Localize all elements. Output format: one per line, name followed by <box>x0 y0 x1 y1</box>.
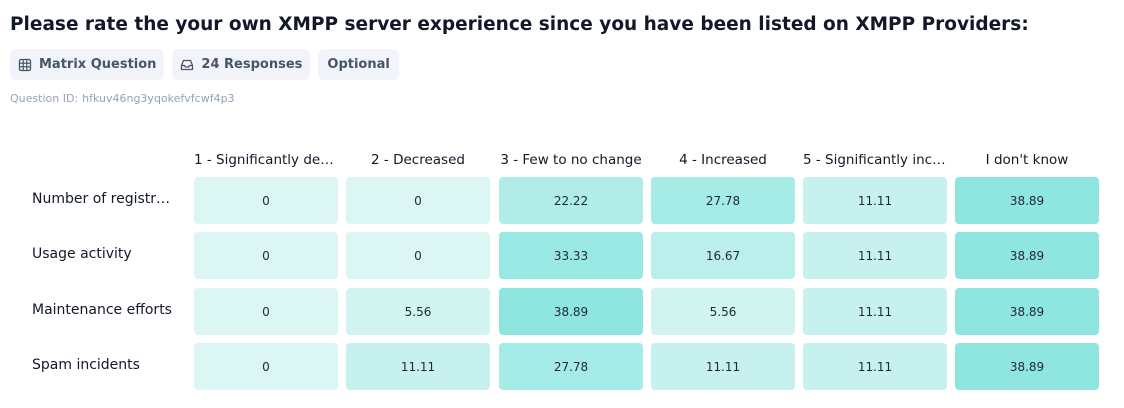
optional-label: Optional <box>327 57 390 72</box>
matrix-cell: 0 <box>346 232 490 279</box>
matrix-question-label: Matrix Question <box>39 57 157 72</box>
matrix-cell: 0 <box>194 343 338 390</box>
question-title: Please rate the your own XMPP server exp… <box>10 14 1029 35</box>
question-badges: Matrix Question 24 Responses Optional <box>10 49 399 80</box>
row-label: Spam incidents <box>32 357 140 373</box>
matrix-cell: 11.11 <box>803 177 947 224</box>
matrix-cell: 11.11 <box>651 343 795 390</box>
matrix-cell: 38.89 <box>955 232 1099 279</box>
matrix-cell: 38.89 <box>955 343 1099 390</box>
column-header: I don't know <box>985 152 1069 168</box>
responses-badge: 24 Responses <box>172 49 311 80</box>
question-id: Question ID: hfkuv46ng3yqokefvfcwf4p3 <box>10 92 235 105</box>
matrix-cell: 11.11 <box>803 343 947 390</box>
row-label: Maintenance efforts <box>32 302 172 318</box>
matrix-question-badge: Matrix Question <box>10 49 165 80</box>
matrix-cell: 16.67 <box>651 232 795 279</box>
matrix-cell: 5.56 <box>346 288 490 335</box>
matrix-cell: 0 <box>346 177 490 224</box>
matrix-cell: 27.78 <box>499 343 643 390</box>
column-header: 2 - Decreased <box>371 152 465 168</box>
grid-icon <box>18 58 32 72</box>
matrix-cell: 11.11 <box>803 232 947 279</box>
optional-badge: Optional <box>318 49 399 80</box>
matrix-cell: 0 <box>194 288 338 335</box>
matrix-cell: 38.89 <box>499 288 643 335</box>
column-header: 1 - Significantly decreased <box>194 152 338 168</box>
matrix-cell: 11.11 <box>803 288 947 335</box>
column-header: 3 - Few to no change <box>500 152 642 168</box>
matrix-cell: 38.89 <box>955 288 1099 335</box>
matrix-cell: 27.78 <box>651 177 795 224</box>
row-label: Number of registrations <box>32 191 172 207</box>
matrix-cell: 33.33 <box>499 232 643 279</box>
matrix-cell: 38.89 <box>955 177 1099 224</box>
matrix-cell: 11.11 <box>346 343 490 390</box>
column-header: 4 - Increased <box>679 152 767 168</box>
matrix-cell: 5.56 <box>651 288 795 335</box>
inbox-icon <box>180 58 194 72</box>
matrix-cell: 0 <box>194 232 338 279</box>
responses-label: 24 Responses <box>201 57 303 72</box>
matrix-cell: 0 <box>194 177 338 224</box>
row-label: Usage activity <box>32 246 132 262</box>
question-id-label: Question ID: <box>10 92 79 105</box>
question-id-value: hfkuv46ng3yqokefvfcwf4p3 <box>82 92 235 105</box>
matrix-cell: 22.22 <box>499 177 643 224</box>
column-header: 5 - Significantly increased <box>803 152 947 168</box>
